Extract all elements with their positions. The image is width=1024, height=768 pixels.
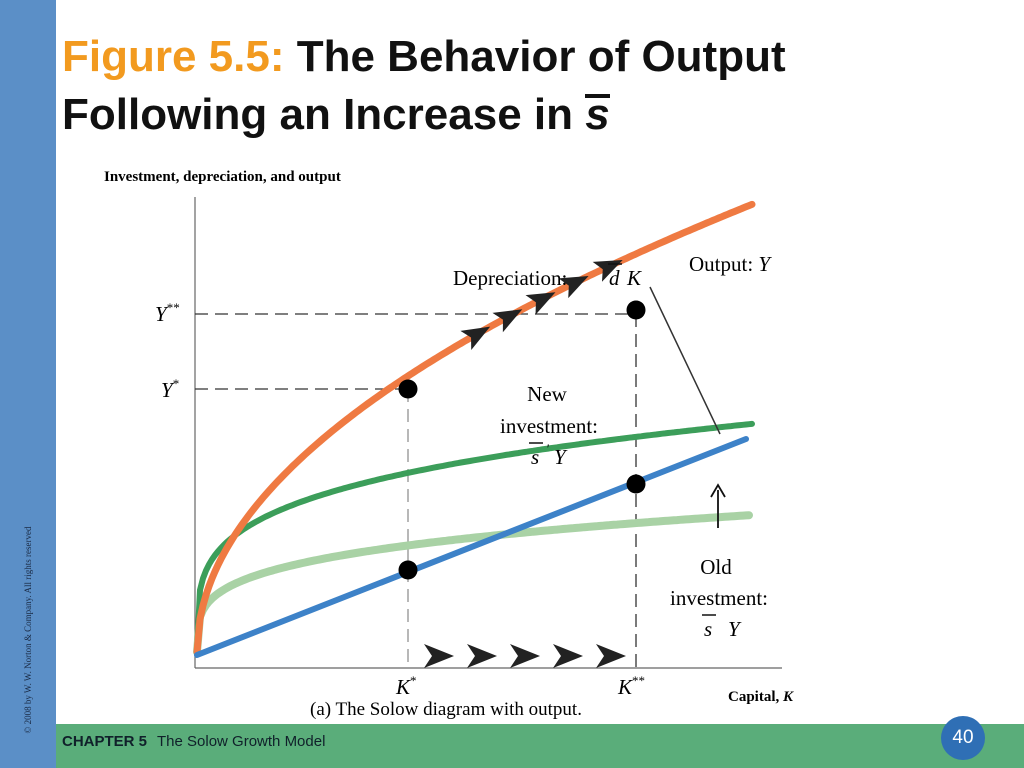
- old-output-point: [398, 379, 418, 399]
- new-investment-y: Y: [554, 445, 568, 469]
- k-arrow-5: [596, 644, 626, 668]
- x-axis-label: Capital, K: [728, 689, 794, 705]
- old-investment-y: Y: [728, 617, 742, 641]
- new-steady-state-point: [626, 474, 646, 494]
- curve-arrow-4: [558, 275, 589, 299]
- depreciation-k: K: [626, 266, 642, 290]
- chapter-title: The Solow Growth Model: [157, 733, 326, 750]
- k-star-label: K*: [395, 673, 417, 699]
- depreciation-pointer: [649, 286, 721, 435]
- new-investment-label: investment:: [500, 414, 598, 438]
- new-output-point: [626, 300, 646, 320]
- curve-arrow-3: [525, 292, 556, 315]
- diagram-caption: (a) The Solow diagram with output.: [310, 699, 582, 720]
- old-investment-title: Old: [700, 555, 732, 579]
- y-starstar-label: Y**: [155, 300, 180, 326]
- k-starstar-label: K**: [617, 673, 645, 699]
- curve-arrow-2: [492, 309, 523, 333]
- y-star-label: Y*: [161, 376, 179, 402]
- slide-title: Figure 5.5: The Behavior of Output Follo…: [62, 28, 962, 144]
- output-transition-arrows: [460, 259, 623, 350]
- title-line-2: Following an Increase in s: [62, 86, 962, 144]
- old-steady-state-point: [398, 560, 418, 580]
- depreciation-d: d: [609, 266, 620, 290]
- y-axis-label: Investment, depreciation, and output: [104, 169, 341, 185]
- depreciation-line: [194, 436, 749, 658]
- depreciation-label: Depreciation:: [453, 266, 567, 290]
- curve-arrow-5: [592, 259, 623, 282]
- k-arrow-4: [553, 644, 583, 668]
- capital-transition-arrows: [424, 644, 626, 668]
- new-investment-curve: [194, 420, 755, 655]
- old-investment-s: s: [704, 617, 712, 641]
- page-number: 40: [941, 716, 985, 760]
- k-arrow-1: [424, 644, 454, 668]
- footer-band: [56, 724, 1024, 768]
- footer: CHAPTER 5 The Solow Growth Model: [62, 733, 325, 750]
- output-label: Output: Y: [689, 252, 772, 276]
- old-investment-curve: [193, 511, 753, 656]
- curve-arrow-1: [460, 326, 491, 350]
- new-investment-title: New: [527, 382, 567, 406]
- k-arrow-2: [467, 644, 497, 668]
- figure-label: Figure 5.5:: [62, 32, 285, 81]
- new-investment-prime: ': [546, 441, 549, 456]
- title-line-1: Figure 5.5: The Behavior of Output: [62, 28, 962, 86]
- title-s-bar-variable: s: [585, 90, 610, 139]
- title-text-1: The Behavior of Output: [296, 32, 786, 81]
- old-investment-label: investment:: [670, 586, 768, 610]
- chapter-label: CHAPTER 5: [62, 733, 148, 750]
- side-bar: [0, 0, 56, 768]
- up-arrow-icon: [710, 483, 726, 498]
- k-arrow-3: [510, 644, 540, 668]
- new-investment-s: s: [531, 445, 539, 469]
- title-text-2: Following an Increase in: [62, 90, 573, 139]
